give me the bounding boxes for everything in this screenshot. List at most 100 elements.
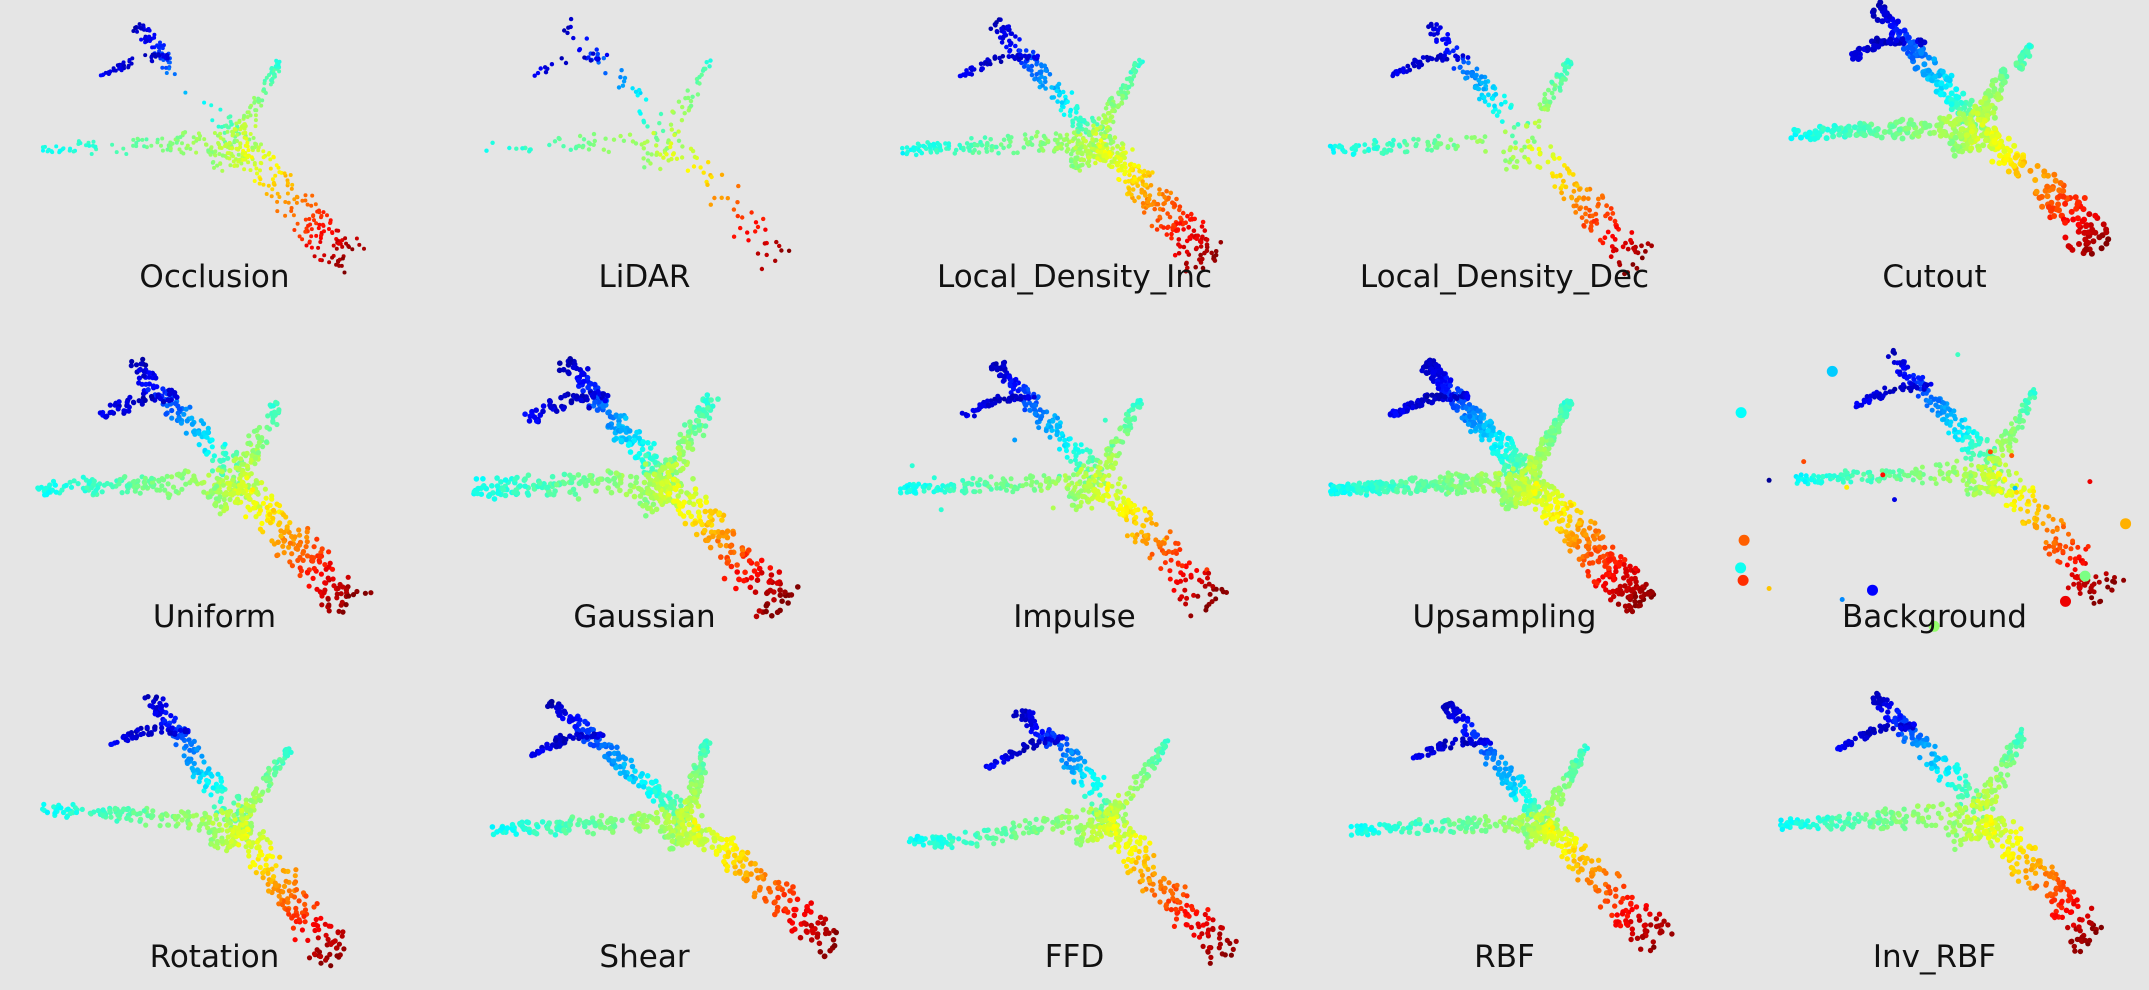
point	[1823, 135, 1830, 142]
point	[999, 26, 1004, 32]
point	[738, 225, 743, 231]
point	[1861, 132, 1868, 139]
point	[1331, 150, 1337, 155]
point	[1033, 402, 1039, 408]
point	[2090, 238, 2097, 245]
point	[1137, 176, 1142, 181]
point	[1155, 201, 1161, 207]
point	[1888, 23, 1895, 30]
point	[643, 513, 649, 519]
point	[1065, 486, 1071, 492]
point	[1549, 79, 1555, 85]
point	[1968, 97, 1975, 104]
point	[110, 484, 116, 490]
point	[611, 437, 618, 443]
point	[1188, 572, 1194, 578]
point	[264, 75, 269, 80]
point	[1186, 560, 1192, 566]
point	[277, 195, 282, 199]
point	[1122, 484, 1128, 490]
point	[264, 504, 270, 511]
point	[1504, 166, 1509, 172]
point	[2032, 177, 2039, 183]
point	[1548, 144, 1554, 150]
point	[1926, 122, 1933, 129]
point	[1202, 250, 1207, 256]
point	[926, 485, 932, 491]
point	[259, 520, 265, 526]
point	[270, 187, 275, 192]
point	[252, 455, 259, 461]
point	[647, 481, 653, 487]
point	[59, 487, 65, 493]
point	[209, 103, 214, 108]
point	[78, 141, 83, 146]
point	[1125, 428, 1131, 434]
point	[1164, 535, 1170, 541]
point	[691, 424, 698, 431]
point	[979, 66, 984, 71]
point	[1034, 72, 1039, 77]
point	[706, 160, 711, 165]
point	[511, 489, 517, 496]
point	[697, 81, 702, 86]
point	[227, 156, 232, 161]
point	[642, 165, 647, 170]
point	[209, 437, 215, 443]
point	[613, 470, 620, 476]
point	[322, 229, 326, 234]
point	[289, 186, 294, 191]
point	[701, 527, 708, 534]
point	[308, 554, 315, 560]
point	[1086, 488, 1092, 494]
point	[1566, 168, 1572, 174]
point	[1469, 135, 1475, 141]
point	[1042, 63, 1047, 69]
point	[699, 412, 705, 419]
point	[47, 482, 53, 488]
point	[1078, 466, 1084, 472]
point	[1023, 48, 1029, 53]
point	[2044, 193, 2051, 200]
point	[620, 83, 626, 88]
point	[53, 489, 59, 495]
point	[1074, 110, 1079, 115]
point	[1021, 64, 1027, 69]
point	[1584, 219, 1589, 224]
point	[616, 85, 622, 90]
point	[1132, 162, 1137, 168]
point	[983, 60, 989, 66]
point	[245, 504, 251, 510]
point	[591, 142, 596, 147]
point	[43, 485, 49, 491]
point	[579, 370, 586, 376]
point	[660, 464, 666, 471]
point	[1124, 517, 1130, 523]
point	[680, 465, 686, 472]
point	[1001, 137, 1007, 143]
point	[666, 491, 672, 497]
point	[942, 489, 948, 495]
point	[261, 155, 266, 160]
point	[254, 166, 259, 171]
point	[1095, 156, 1100, 161]
point	[618, 133, 623, 139]
point	[1087, 143, 1092, 148]
point	[134, 141, 139, 145]
point	[606, 149, 611, 155]
point	[146, 35, 151, 40]
point	[1068, 458, 1074, 464]
point	[982, 479, 988, 485]
point	[692, 154, 698, 160]
point	[700, 432, 707, 439]
point	[1049, 428, 1055, 433]
point	[756, 608, 763, 614]
point	[1083, 470, 1089, 476]
point	[328, 218, 333, 223]
point	[1565, 59, 1571, 65]
point	[1481, 86, 1487, 92]
point	[1022, 402, 1028, 408]
point	[2011, 162, 2018, 169]
point	[209, 444, 215, 450]
point	[1132, 535, 1138, 541]
